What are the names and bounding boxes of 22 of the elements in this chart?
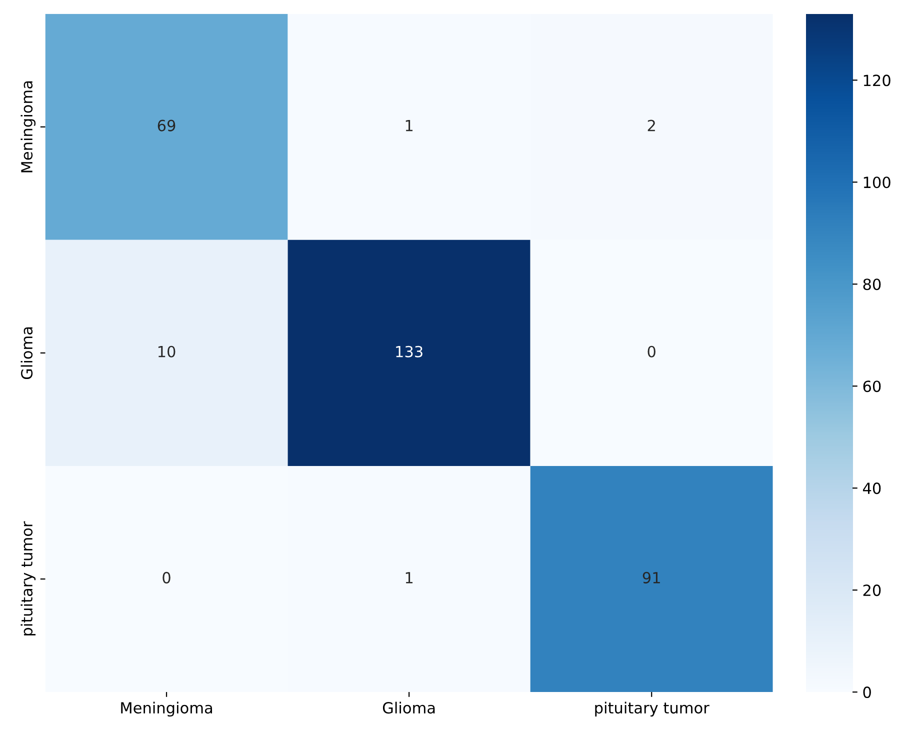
data-label: 0 <box>648 346 656 358</box>
color-bar-label: 0 <box>863 686 871 698</box>
color-bar-label: 60 <box>863 380 881 392</box>
x-tick-label: pituitary tumor <box>595 702 710 717</box>
x-tick-label: Meningioma <box>121 702 212 717</box>
color-bar-label: 80 <box>863 278 881 290</box>
data-label: 10 <box>158 346 176 358</box>
x-tick-label: Glioma <box>382 702 435 714</box>
data-label: 91 <box>642 572 660 584</box>
color-bar-label: 100 <box>864 176 890 188</box>
data-label: 133 <box>396 346 422 358</box>
data-label: 0 <box>162 572 170 584</box>
y-tick-label: Meningioma <box>20 81 36 172</box>
data-label: 1 <box>406 120 413 132</box>
data-label: 1 <box>406 572 413 584</box>
color-bar-label: 40 <box>862 482 881 494</box>
y-tick-label: pituitary tumor <box>20 521 36 636</box>
color-bar-label: 120 <box>864 74 890 86</box>
data-label: 69 <box>158 120 176 132</box>
data-label: 2 <box>648 120 655 132</box>
y-tick-label: Glioma <box>20 327 33 380</box>
color-bar-label: 20 <box>863 584 881 596</box>
